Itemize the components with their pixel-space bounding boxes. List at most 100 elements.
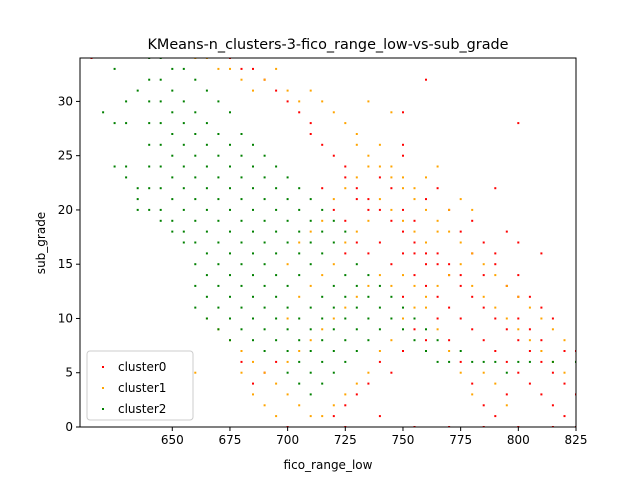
data-point [482, 371, 485, 374]
data-point [136, 198, 139, 201]
data-point [217, 219, 220, 222]
data-point [551, 317, 554, 320]
data-point [263, 328, 266, 331]
data-point [298, 208, 301, 211]
data-point [321, 295, 324, 298]
data-point [286, 198, 289, 201]
data-point [413, 198, 416, 201]
data-point [402, 176, 404, 179]
data-point [344, 230, 347, 233]
data-point [148, 165, 151, 168]
data-point [229, 339, 231, 342]
data-point [563, 350, 566, 352]
data-point [344, 187, 347, 190]
x-tick-label: 800 [507, 433, 530, 447]
data-point [471, 382, 474, 385]
data-point [378, 360, 381, 363]
data-point [321, 208, 324, 211]
data-point [194, 133, 197, 135]
data-point [229, 187, 231, 190]
data-point [263, 154, 266, 157]
data-point [494, 415, 497, 418]
data-point [309, 371, 312, 374]
legend: cluster0 cluster1 cluster2 [86, 350, 194, 421]
data-point [528, 360, 531, 363]
data-point [229, 252, 231, 255]
data-point [413, 274, 416, 277]
data-point [402, 306, 404, 309]
data-point [194, 111, 197, 114]
data-point [413, 241, 416, 244]
data-point [309, 122, 312, 125]
data-point [402, 187, 404, 190]
data-point [402, 317, 404, 320]
data-point [332, 415, 335, 418]
data-point [436, 295, 439, 298]
data-point [229, 208, 231, 211]
data-point [471, 284, 474, 287]
data-point [240, 78, 243, 81]
data-point [298, 187, 301, 190]
data-point [471, 328, 474, 331]
data-point [309, 198, 312, 201]
data-point [309, 263, 312, 266]
data-point [528, 382, 531, 385]
data-point [217, 100, 220, 103]
data-point [551, 328, 554, 331]
data-point [390, 317, 393, 320]
data-point [286, 360, 289, 363]
data-point [205, 274, 208, 277]
data-point [448, 306, 451, 309]
data-point [263, 371, 266, 374]
data-point [505, 404, 508, 407]
data-point [355, 241, 358, 244]
data-point [298, 274, 301, 277]
data-point [240, 263, 243, 266]
data-point [171, 198, 174, 201]
data-point [252, 360, 254, 363]
data-point [505, 230, 508, 233]
data-point [194, 219, 197, 222]
data-point [321, 360, 324, 363]
data-point [194, 176, 197, 179]
data-point [402, 219, 404, 222]
data-point [275, 208, 278, 211]
data-point [205, 317, 208, 320]
data-point [309, 393, 312, 396]
data-point [413, 219, 416, 222]
legend-marker [102, 408, 104, 410]
data-point [309, 241, 312, 244]
data-point [309, 339, 312, 342]
data-point [217, 263, 220, 266]
data-point [263, 78, 266, 81]
data-point [298, 230, 301, 233]
data-point [136, 208, 139, 211]
data-point [252, 274, 254, 277]
data-point [367, 165, 370, 168]
data-point [321, 274, 324, 277]
data-point [229, 165, 231, 168]
data-point [413, 187, 416, 190]
data-point [540, 252, 543, 255]
data-point [148, 122, 151, 125]
data-point [194, 263, 197, 266]
data-point [378, 415, 381, 418]
data-point [252, 295, 254, 298]
data-point [367, 284, 370, 287]
data-point [286, 176, 289, 179]
data-point [252, 67, 254, 70]
data-point [482, 274, 485, 277]
data-point [528, 328, 531, 331]
data-point [321, 339, 324, 342]
data-point [332, 208, 335, 211]
plot-frame [79, 57, 577, 428]
data-point [240, 328, 243, 331]
data-point [263, 404, 266, 407]
data-point [425, 198, 427, 201]
data-point [355, 176, 358, 179]
data-point [171, 154, 174, 157]
data-point [194, 154, 197, 157]
data-point [413, 306, 416, 309]
data-point [332, 284, 335, 287]
data-point [459, 274, 462, 277]
